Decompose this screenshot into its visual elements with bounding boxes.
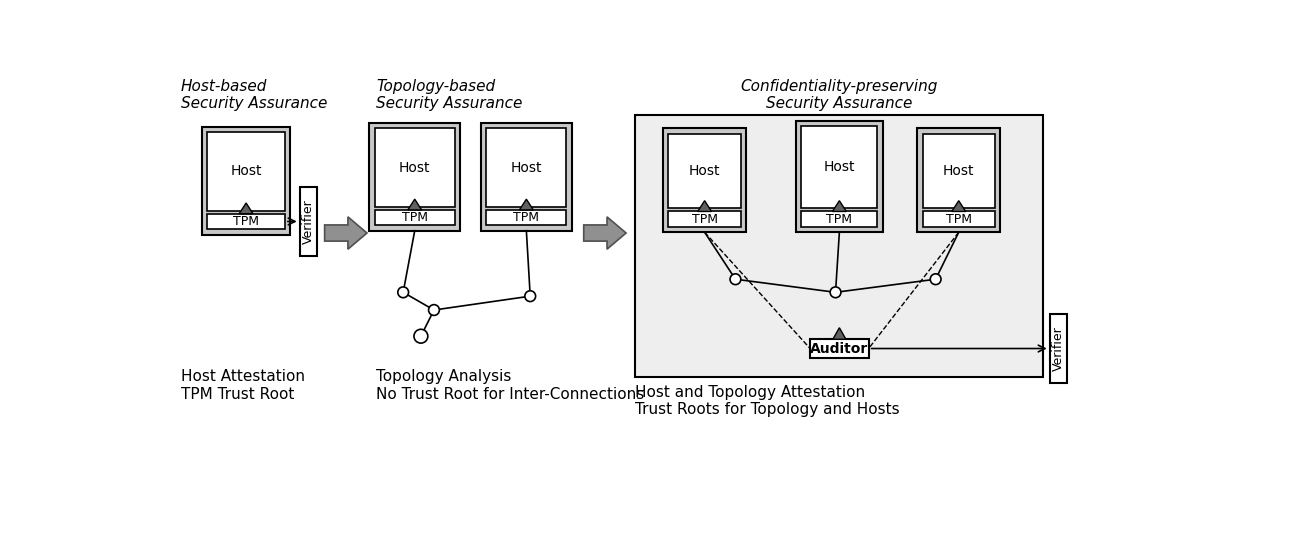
Text: Host: Host — [943, 164, 975, 178]
Text: TPM: TPM — [946, 213, 972, 226]
Text: TPM: TPM — [692, 213, 718, 226]
Polygon shape — [951, 201, 966, 211]
Bar — [369, 123, 460, 231]
Polygon shape — [240, 203, 253, 214]
Bar — [202, 127, 290, 235]
Polygon shape — [832, 201, 846, 211]
Circle shape — [730, 274, 741, 285]
Polygon shape — [520, 199, 533, 210]
Text: Verifier: Verifier — [1051, 326, 1064, 371]
Bar — [923, 211, 995, 227]
Bar — [375, 128, 455, 207]
Polygon shape — [408, 199, 421, 210]
Circle shape — [831, 287, 841, 298]
Text: Auditor: Auditor — [810, 342, 868, 356]
Text: Host: Host — [511, 161, 542, 174]
Bar — [664, 128, 746, 232]
Text: TPM: TPM — [513, 211, 539, 224]
Text: Host: Host — [231, 165, 262, 179]
Text: Host: Host — [689, 164, 721, 178]
Bar — [486, 128, 566, 207]
Text: Host: Host — [824, 160, 855, 174]
Polygon shape — [583, 217, 626, 249]
Text: Verifier: Verifier — [302, 199, 315, 244]
Circle shape — [429, 305, 439, 315]
Bar — [801, 211, 877, 227]
Bar — [481, 123, 572, 231]
Polygon shape — [833, 328, 846, 339]
Bar — [207, 214, 285, 229]
Circle shape — [413, 329, 428, 343]
Text: Confidentiality-preserving
Security Assurance: Confidentiality-preserving Security Assu… — [741, 79, 938, 111]
Circle shape — [525, 291, 535, 301]
Text: Topology-based
Security Assurance: Topology-based Security Assurance — [376, 79, 522, 111]
Bar — [375, 210, 455, 225]
Bar — [207, 132, 285, 211]
Text: Host-based
Security Assurance: Host-based Security Assurance — [180, 79, 327, 111]
Text: Host: Host — [399, 161, 430, 174]
Bar — [635, 115, 1043, 377]
Circle shape — [931, 274, 941, 285]
Bar — [1050, 314, 1067, 383]
Bar — [923, 134, 995, 209]
Text: Host Attestation
TPM Trust Root: Host Attestation TPM Trust Root — [180, 369, 305, 402]
Text: TPM: TPM — [827, 213, 853, 226]
Text: Host and Topology Attestation
Trust Roots for Topology and Hosts: Host and Topology Attestation Trust Root… — [635, 384, 899, 417]
Bar — [669, 211, 741, 227]
Circle shape — [398, 287, 408, 298]
Bar — [801, 126, 877, 209]
Text: Topology Analysis
No Trust Root for Inter-Connections: Topology Analysis No Trust Root for Inte… — [376, 369, 644, 402]
Polygon shape — [697, 201, 712, 211]
Bar — [918, 128, 1001, 232]
Text: TPM: TPM — [233, 215, 259, 228]
Bar — [669, 134, 741, 209]
Bar — [810, 339, 868, 358]
Bar — [299, 187, 316, 256]
Bar — [486, 210, 566, 225]
Polygon shape — [324, 217, 367, 249]
Text: TPM: TPM — [402, 211, 428, 224]
Bar — [796, 121, 883, 232]
